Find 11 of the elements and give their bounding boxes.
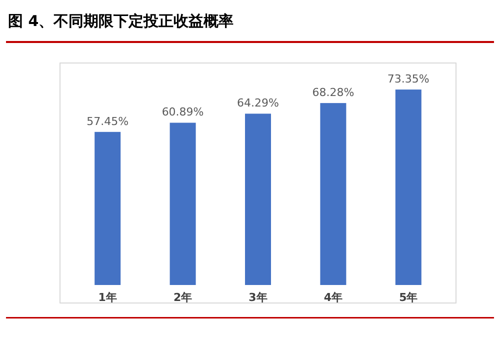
x-tick-label: 1年	[98, 291, 117, 304]
x-tick-label: 5年	[399, 291, 418, 304]
data-label: 60.89%	[162, 106, 204, 119]
data-label: 68.28%	[312, 86, 354, 100]
data-label: 64.29%	[237, 96, 279, 110]
title: 图 4、不同期限下定投正收益概率	[8, 12, 234, 30]
x-tick-label: 3年	[248, 291, 268, 304]
data-label: 57.45%	[86, 114, 129, 128]
x-tick-label: 4年	[324, 291, 343, 304]
data-label: 73.35%	[387, 72, 430, 86]
x-tick-label: 2年	[173, 291, 192, 304]
